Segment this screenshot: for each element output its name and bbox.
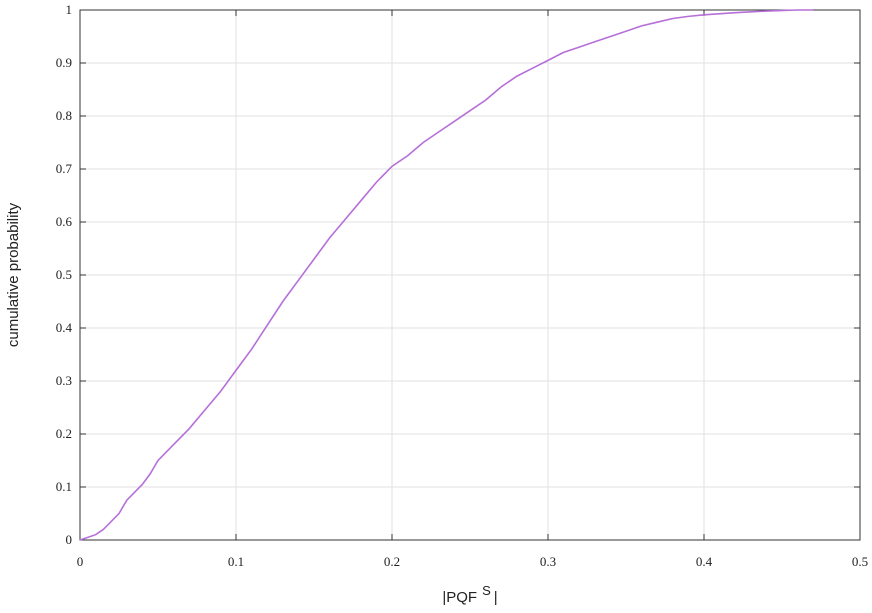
y-axis-label: cumulative probability — [5, 202, 22, 347]
y-tick-label: 0.7 — [56, 161, 73, 176]
y-tick-label: 0.1 — [56, 479, 72, 494]
y-tick-label: 0.9 — [56, 55, 72, 70]
y-tick-label: 0.4 — [56, 320, 73, 335]
x-tick-label: 0.4 — [696, 554, 713, 569]
y-tick-label: 0.6 — [56, 214, 73, 229]
y-tick-label: 0 — [66, 532, 73, 547]
x-label-sup: S — [482, 583, 491, 598]
y-tick-label: 0.3 — [56, 373, 72, 388]
x-tick-label: 0.3 — [540, 554, 556, 569]
x-tick-label: 0.5 — [852, 554, 868, 569]
y-tick-label: 1 — [66, 2, 73, 17]
x-tick-label: 0.1 — [228, 554, 244, 569]
x-label-text: |PQF — [442, 589, 477, 606]
x-tick-label: 0.2 — [384, 554, 400, 569]
y-tick-label: 0.5 — [56, 267, 72, 282]
y-tick-label: 0.2 — [56, 426, 72, 441]
y-tick-label: 0.8 — [56, 108, 72, 123]
x-tick-label: 0 — [77, 554, 84, 569]
x-label-suffix: | — [494, 589, 498, 606]
x-axis-label: |PQF S | — [442, 583, 497, 606]
cdf-line — [79, 9, 814, 541]
